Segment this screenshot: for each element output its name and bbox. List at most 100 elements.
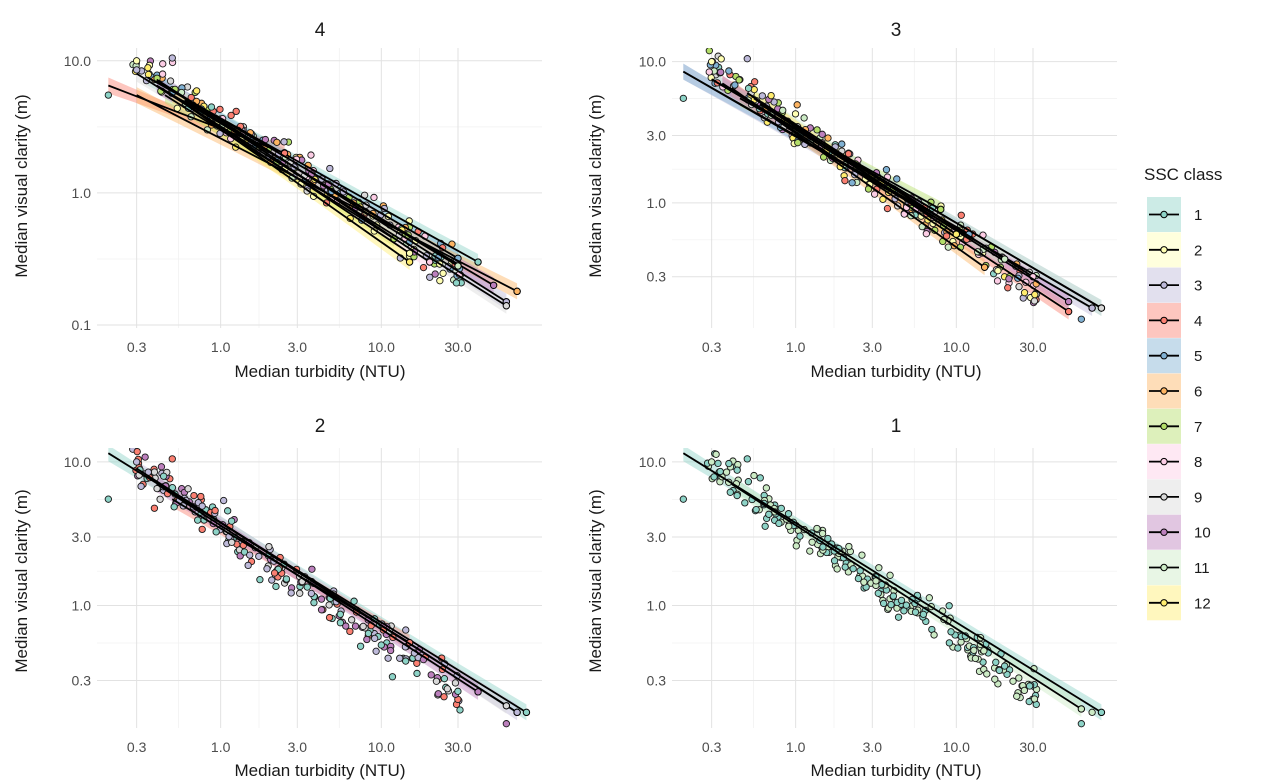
data-point bbox=[282, 575, 291, 583]
data-point bbox=[440, 693, 448, 701]
fit-line bbox=[731, 483, 1082, 710]
y-tick-label: 3.0 bbox=[647, 529, 667, 545]
data-point bbox=[1077, 720, 1086, 728]
data-point bbox=[132, 458, 141, 466]
y-tick-label: 1.0 bbox=[647, 195, 667, 211]
data-point bbox=[735, 76, 743, 84]
legend-key-point bbox=[1160, 528, 1168, 536]
fit-line bbox=[107, 452, 527, 714]
data-point bbox=[743, 455, 751, 463]
y-axis-label: Median visual clarity (m) bbox=[586, 94, 605, 277]
data-point bbox=[370, 193, 378, 202]
legend-label: 10 bbox=[1194, 525, 1211, 542]
data-point bbox=[710, 473, 718, 481]
data-point bbox=[219, 496, 228, 505]
fit-line bbox=[753, 97, 957, 235]
data-point bbox=[970, 646, 978, 654]
data-point bbox=[265, 542, 273, 551]
data-point bbox=[886, 571, 894, 579]
fit-line bbox=[746, 92, 1006, 260]
x-tick-label: 30.0 bbox=[1019, 739, 1046, 755]
fit-line bbox=[184, 99, 459, 267]
x-axis-label: Median turbidity (NTU) bbox=[235, 761, 406, 780]
legend-label: 6 bbox=[1194, 384, 1202, 401]
data-point bbox=[132, 57, 141, 65]
data-point bbox=[432, 677, 441, 685]
data-point bbox=[818, 130, 826, 138]
legend-item-7: 7 bbox=[1147, 408, 1202, 444]
data-point bbox=[707, 58, 716, 66]
fit-end-point bbox=[1097, 304, 1106, 312]
data-point bbox=[893, 175, 901, 183]
data-point bbox=[325, 601, 333, 609]
data-point bbox=[767, 91, 775, 100]
data-point bbox=[402, 626, 410, 634]
x-tick-labels: 0.3 1.0 3.0 10.0 30.0 bbox=[702, 339, 1047, 355]
data-point bbox=[346, 627, 354, 636]
data-point bbox=[336, 610, 344, 618]
data-point bbox=[911, 608, 920, 616]
data-point bbox=[883, 204, 892, 213]
data-point bbox=[256, 576, 264, 584]
x-tick-label: 30.0 bbox=[444, 339, 471, 355]
data-point bbox=[240, 548, 249, 556]
data-point bbox=[775, 519, 783, 528]
data-point bbox=[808, 538, 816, 546]
data-point bbox=[396, 654, 404, 662]
data-point bbox=[454, 687, 462, 695]
fit-end-point bbox=[937, 205, 945, 214]
y-tick-label: 3.0 bbox=[647, 128, 667, 144]
data-point bbox=[725, 67, 733, 75]
legend-label: 8 bbox=[1194, 454, 1202, 471]
data-point bbox=[198, 502, 206, 510]
data-point bbox=[714, 459, 722, 468]
data-point bbox=[944, 243, 952, 251]
legend-key-point bbox=[1160, 493, 1168, 501]
x-tick-label: 3.0 bbox=[288, 339, 308, 355]
data-point bbox=[440, 675, 449, 683]
x-tick-label: 1.0 bbox=[211, 739, 231, 755]
data-point bbox=[995, 666, 1004, 675]
legend-item-10: 10 bbox=[1147, 514, 1211, 550]
x-tick-label: 10.0 bbox=[943, 339, 970, 355]
data-point bbox=[280, 138, 288, 146]
data-point bbox=[744, 84, 753, 92]
fit-end-point bbox=[405, 258, 414, 266]
data-point bbox=[184, 485, 192, 493]
data-point bbox=[945, 602, 953, 610]
fit-end-point bbox=[1088, 304, 1096, 312]
x-tick-labels: 0.3 1.0 3.0 10.0 30.0 bbox=[127, 739, 472, 755]
data-point bbox=[443, 685, 452, 693]
x-tick-label: 1.0 bbox=[786, 339, 806, 355]
data-point bbox=[860, 578, 868, 586]
data-point bbox=[372, 647, 380, 655]
data-point bbox=[307, 151, 315, 159]
x-tick-label: 30.0 bbox=[1019, 339, 1046, 355]
x-tick-label: 3.0 bbox=[288, 739, 308, 755]
data-point bbox=[796, 532, 804, 540]
legend-item-8: 8 bbox=[1147, 444, 1202, 480]
data-point bbox=[384, 654, 392, 662]
data-point bbox=[456, 706, 464, 714]
y-tick-labels: 0.3 1.0 3.0 10.0 bbox=[639, 454, 666, 689]
data-point bbox=[452, 279, 461, 287]
legend-title: SSC class bbox=[1144, 165, 1222, 184]
data-point bbox=[777, 504, 785, 512]
x-tick-label: 0.3 bbox=[127, 339, 147, 355]
data-point bbox=[1004, 284, 1012, 292]
data-point bbox=[224, 507, 232, 515]
fit-line bbox=[171, 94, 411, 263]
fit-line bbox=[156, 483, 479, 693]
data-point bbox=[348, 616, 356, 624]
x-tick-label: 30.0 bbox=[444, 739, 471, 755]
x-tick-label: 10.0 bbox=[368, 739, 395, 755]
data-point bbox=[1000, 662, 1009, 670]
legend-label: 7 bbox=[1194, 419, 1202, 436]
data-point bbox=[198, 525, 206, 534]
data-point bbox=[784, 510, 793, 518]
x-tick-label: 3.0 bbox=[863, 339, 883, 355]
data-point bbox=[833, 565, 841, 573]
data-point bbox=[874, 589, 882, 597]
data-point bbox=[227, 517, 236, 525]
